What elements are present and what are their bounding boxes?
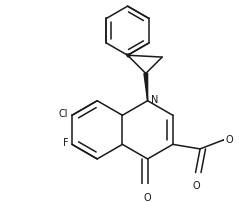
Polygon shape — [144, 73, 148, 101]
Text: O: O — [144, 193, 152, 202]
Text: N: N — [151, 95, 159, 105]
Text: Cl: Cl — [59, 109, 68, 119]
Polygon shape — [126, 54, 130, 55]
Text: F: F — [63, 138, 68, 148]
Text: O: O — [226, 135, 233, 145]
Text: O: O — [193, 181, 200, 191]
